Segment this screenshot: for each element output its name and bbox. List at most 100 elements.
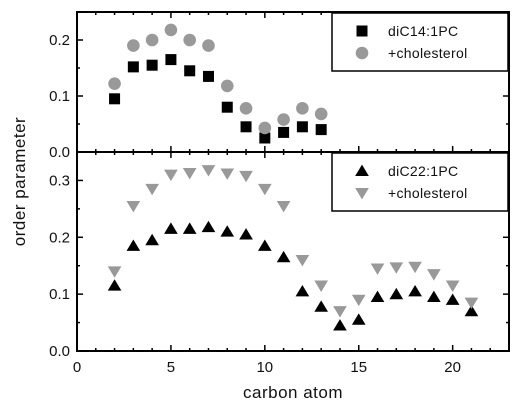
legend-entry-dic14-1pc: diC14:1PC — [388, 23, 458, 39]
x-tick-label: 0 — [73, 359, 81, 376]
data-point — [107, 266, 122, 278]
bottom-legend-swatches — [355, 164, 369, 200]
data-point — [445, 280, 460, 292]
y-tick-label: 0.0 — [49, 144, 70, 161]
data-point — [296, 121, 308, 133]
series-1-1 — [107, 165, 479, 318]
data-point — [351, 294, 366, 307]
data-point — [145, 183, 159, 196]
bottom-legend-box — [331, 152, 509, 212]
data-point — [278, 126, 290, 138]
data-point — [202, 39, 215, 52]
data-point — [314, 107, 328, 121]
data-point — [107, 279, 122, 291]
y-axis-title: order parameter — [10, 117, 29, 246]
data-point — [146, 59, 158, 71]
data-point — [351, 313, 366, 325]
data-point — [109, 93, 121, 105]
data-point — [126, 239, 141, 251]
data-point — [427, 290, 441, 303]
data-point — [464, 297, 479, 309]
data-point — [333, 319, 347, 331]
data-point — [258, 121, 272, 135]
data-point — [314, 280, 329, 292]
data-point — [445, 293, 460, 305]
x-tick-label: 5 — [167, 359, 175, 376]
bottom-legend: diC22:1PC +cholesterol — [331, 152, 509, 212]
y-tick-label: 0.0 — [49, 343, 70, 360]
legend-entry-dic22-1pc: diC22:1PC — [388, 163, 458, 179]
series-0-0 — [109, 54, 327, 144]
series-0-1 — [108, 23, 328, 135]
data-point — [221, 101, 233, 113]
data-point — [239, 102, 253, 115]
x-tick-label: 15 — [350, 359, 367, 376]
legend-swatch — [355, 164, 369, 177]
data-point — [220, 168, 235, 180]
top-legend: diC14:1PC +cholesterol — [331, 12, 509, 72]
data-point — [182, 167, 197, 180]
data-point — [165, 54, 177, 66]
tick-labels: 0.0 0.1 0.2 0.0 0.1 0.2 0.3 0 5 10 15 20 — [49, 32, 461, 376]
data-point — [408, 284, 422, 297]
data-point — [408, 261, 422, 274]
data-point — [239, 228, 253, 240]
data-point — [201, 165, 216, 177]
data-point — [184, 65, 196, 77]
data-point — [164, 169, 178, 182]
data-point — [315, 124, 327, 136]
data-point — [257, 239, 272, 251]
data-marks — [107, 23, 479, 331]
data-point — [202, 70, 214, 82]
data-point — [277, 113, 290, 126]
bottom-panel-frame — [76, 151, 510, 352]
data-point — [164, 222, 178, 234]
data-point — [276, 200, 291, 213]
data-point — [370, 263, 385, 275]
x-axis-title: carbon atom — [243, 383, 343, 402]
data-point — [145, 33, 159, 47]
data-point — [370, 290, 385, 303]
data-point — [427, 269, 441, 281]
data-point — [257, 183, 272, 196]
y-tick-label: 0.1 — [49, 286, 70, 303]
legend-swatch — [355, 46, 369, 60]
y-tick-label: 0.1 — [49, 88, 70, 105]
data-point — [164, 23, 178, 37]
series-1-0 — [107, 220, 479, 331]
data-point — [127, 39, 140, 52]
data-point — [201, 220, 216, 233]
x-tick-label: 10 — [256, 359, 273, 376]
data-point — [220, 79, 234, 93]
data-point — [295, 284, 310, 297]
data-point — [183, 33, 196, 47]
data-point — [127, 61, 139, 73]
legend-swatch — [356, 25, 368, 37]
data-point — [296, 102, 309, 115]
data-point — [145, 233, 159, 246]
top-legend-box — [331, 12, 509, 72]
data-point — [182, 222, 197, 234]
y-tick-label: 0.3 — [49, 172, 70, 189]
data-point — [240, 121, 252, 133]
data-point — [333, 306, 347, 318]
top-legend-swatches — [355, 25, 369, 60]
legend-entry-cholesterol-bottom: +cholesterol — [388, 185, 467, 201]
data-point — [259, 132, 271, 144]
data-point — [220, 225, 235, 237]
data-point — [389, 287, 404, 300]
data-point — [464, 304, 479, 317]
data-point — [389, 262, 404, 274]
legend-entry-cholesterol-top: +cholesterol — [388, 45, 467, 61]
y-tick-label: 0.2 — [49, 229, 70, 246]
data-point — [239, 170, 253, 183]
data-point — [295, 254, 310, 267]
data-point — [314, 300, 329, 312]
data-point — [126, 200, 141, 213]
legend-swatch — [355, 187, 369, 200]
x-tick-label: 20 — [444, 359, 461, 376]
data-point — [108, 77, 121, 90]
data-point — [276, 250, 291, 263]
y-tick-label: 0.2 — [49, 32, 70, 49]
